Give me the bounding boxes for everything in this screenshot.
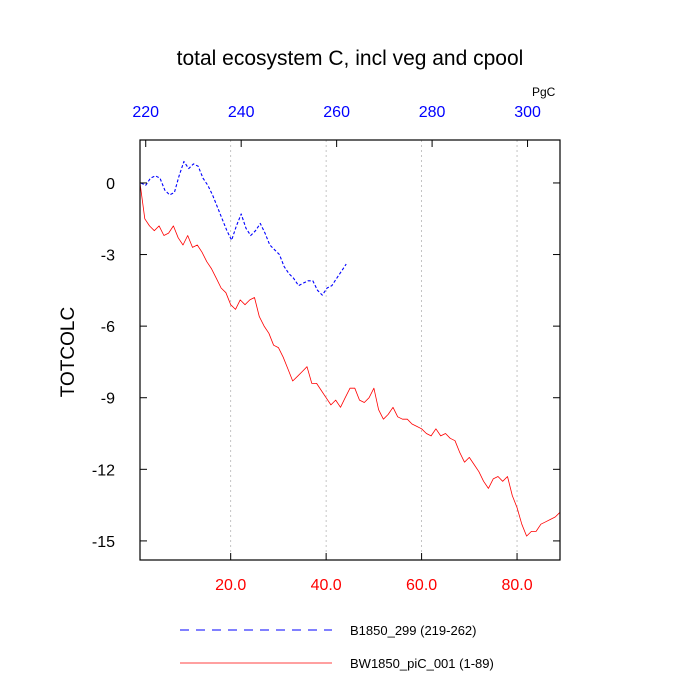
tick-label-left-5: -15	[92, 534, 115, 551]
legend-label-b1850-299: B1850_299 (219-262)	[350, 623, 477, 638]
tick-label-bottom-40: 40.0	[311, 577, 342, 594]
tick-label-left-4: -12	[92, 462, 115, 479]
top-axis-unit: PgC	[532, 85, 556, 99]
tick-label-bottom-20: 20.0	[215, 577, 246, 594]
tick-label-left-2: -6	[101, 319, 115, 336]
tick-label-left-3: -9	[101, 391, 115, 408]
tick-marks	[140, 140, 560, 560]
tick-label-left-1: -3	[101, 248, 115, 265]
tick-label-bottom-60: 60.0	[406, 577, 437, 594]
tick-label-bottom-80: 80.0	[501, 577, 532, 594]
chart-title: total ecosystem C, incl veg and cpool	[177, 47, 524, 70]
legend-label-bw1850-pic-001: BW1850_piC_001 (1-89)	[350, 656, 494, 671]
legend: B1850_299 (219-262) BW1850_piC_001 (1-89…	[180, 623, 494, 671]
y-axis-label: TOTCOLC	[58, 307, 79, 397]
tick-label-left-0: 0	[106, 176, 115, 193]
series-line-bw1850-pic-001	[139, 182, 561, 537]
plot-frame	[139, 139, 561, 561]
tick-labels: 20.0 40.0 60.0 80.0 220 240 260 280 300 0 -3 -6 -9 -1…	[92, 104, 541, 594]
tick-label-top-300: 300	[514, 104, 541, 121]
series-line-b1850-299	[140, 160, 347, 296]
tick-label-top-220: 220	[132, 104, 159, 121]
tick-label-top-240: 240	[228, 104, 255, 121]
series-layer	[139, 160, 561, 537]
tick-label-top-260: 260	[323, 104, 350, 121]
grid-lines	[230, 140, 518, 560]
tick-label-top-280: 280	[419, 104, 446, 121]
